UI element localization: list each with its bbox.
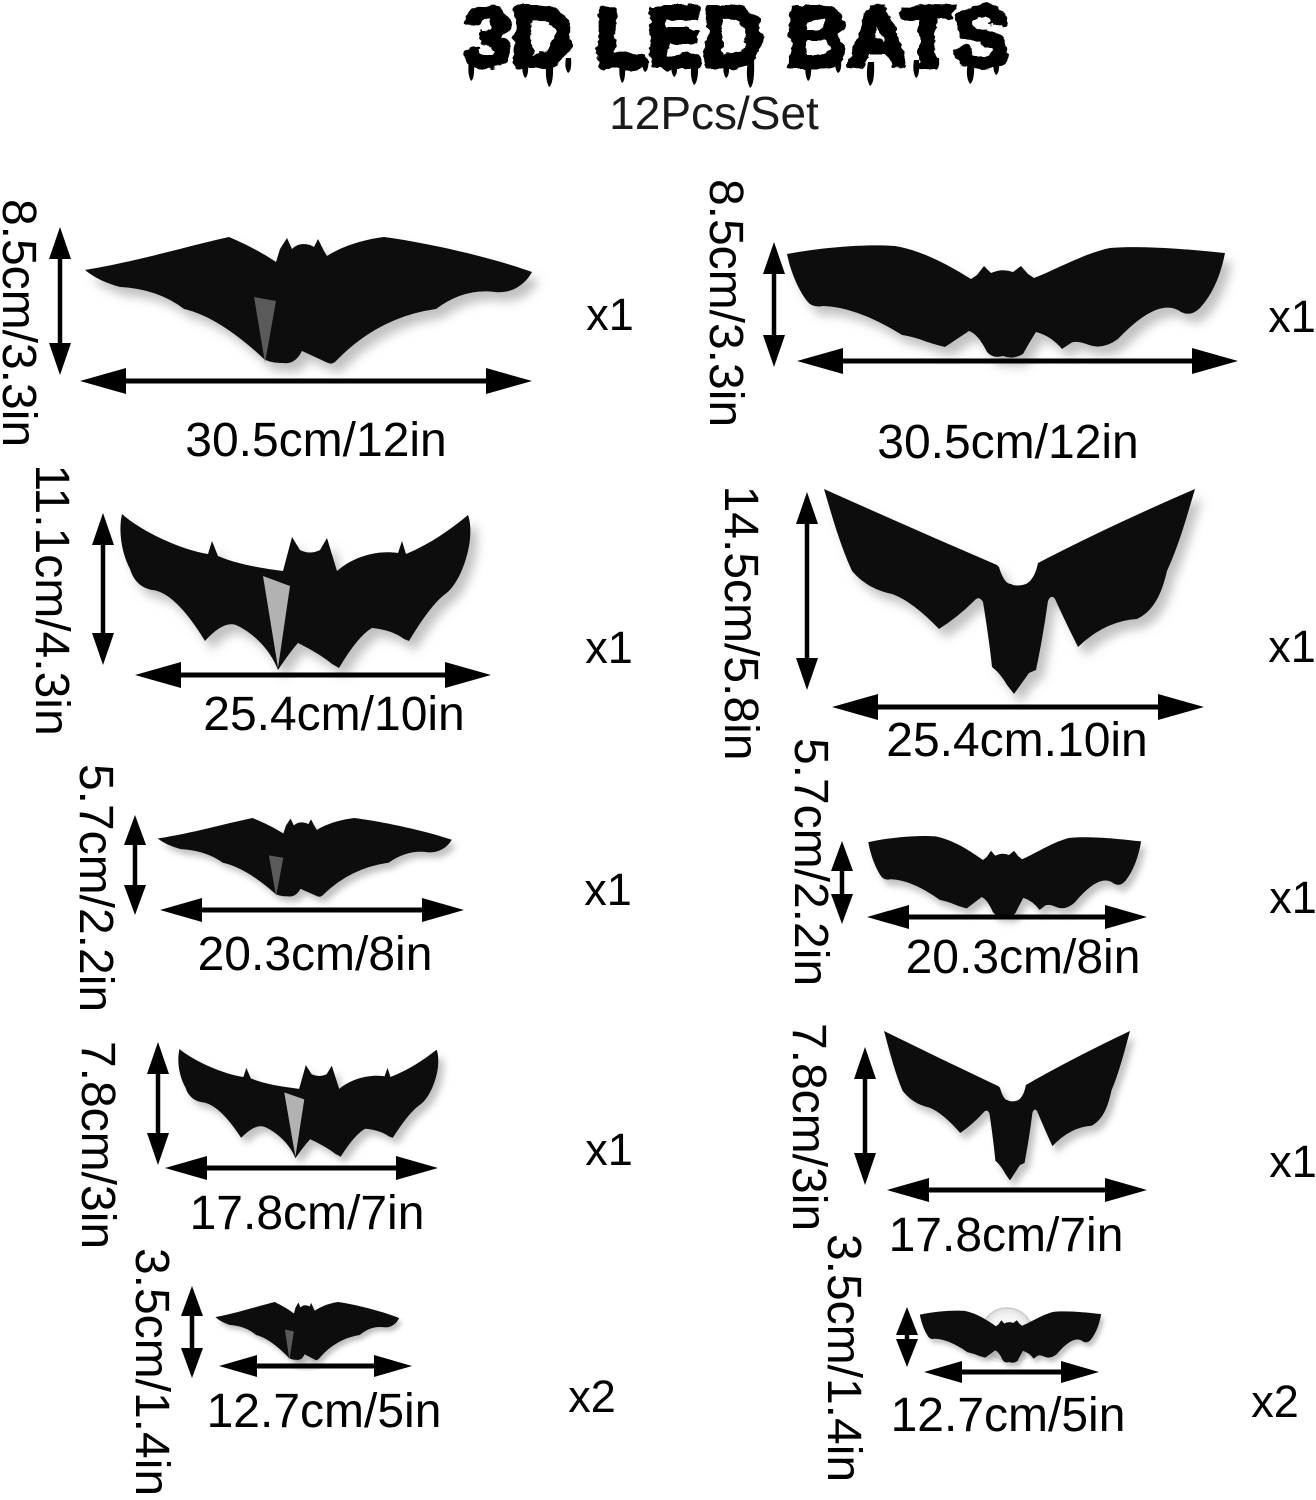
svg-text:x1: x1 — [585, 622, 633, 673]
svg-text:11.1cm/4.3in: 11.1cm/4.3in — [25, 464, 78, 735]
svg-text:x1: x1 — [585, 1124, 633, 1175]
svg-text:17.8cm/7in: 17.8cm/7in — [190, 1187, 425, 1240]
svg-text:30.5cm/12in: 30.5cm/12in — [877, 416, 1139, 469]
svg-text:12.7cm/5in: 12.7cm/5in — [207, 1385, 442, 1438]
svg-text:20.3cm/8in: 20.3cm/8in — [906, 931, 1141, 984]
svg-text:30.5cm/12in: 30.5cm/12in — [185, 414, 447, 467]
svg-text:x1: x1 — [1269, 872, 1316, 923]
svg-text:12.7cm/5in: 12.7cm/5in — [891, 1389, 1126, 1442]
svg-text:25.4cm.10in: 25.4cm.10in — [886, 714, 1148, 767]
svg-text:7.8cm/3in: 7.8cm/3in — [71, 1041, 124, 1249]
svg-text:x1: x1 — [1268, 291, 1316, 342]
svg-text:14.5cm/5.8in: 14.5cm/5.8in — [714, 486, 767, 761]
svg-text:20.3cm/8in: 20.3cm/8in — [198, 928, 433, 981]
svg-text:x1: x1 — [1268, 621, 1316, 672]
svg-text:25.4cm/10in: 25.4cm/10in — [203, 688, 465, 741]
svg-text:5.7cm/2.2in: 5.7cm/2.2in — [69, 764, 122, 1012]
svg-text:8.5cm/3.3in: 8.5cm/3.3in — [0, 199, 45, 447]
svg-text:x1: x1 — [1269, 1136, 1316, 1187]
svg-text:17.8cm/7in: 17.8cm/7in — [889, 1209, 1124, 1262]
svg-text:x1: x1 — [586, 289, 634, 340]
svg-text:3D LED BATS: 3D LED BATS — [465, 0, 1009, 84]
svg-text:3.5cm/1.4in: 3.5cm/1.4in — [817, 1234, 870, 1482]
svg-text:5.7cm/2.2in: 5.7cm/2.2in — [784, 738, 837, 986]
svg-text:7.8cm/3in: 7.8cm/3in — [782, 1023, 835, 1231]
svg-text:x1: x1 — [584, 864, 632, 915]
svg-text:x2: x2 — [1251, 1376, 1299, 1427]
svg-text:3.5cm/1.4in: 3.5cm/1.4in — [125, 1248, 178, 1496]
svg-text:x2: x2 — [568, 1371, 616, 1422]
svg-text:8.5cm/3.3in: 8.5cm/3.3in — [699, 179, 752, 427]
svg-text:12Pcs/Set: 12Pcs/Set — [609, 87, 819, 139]
